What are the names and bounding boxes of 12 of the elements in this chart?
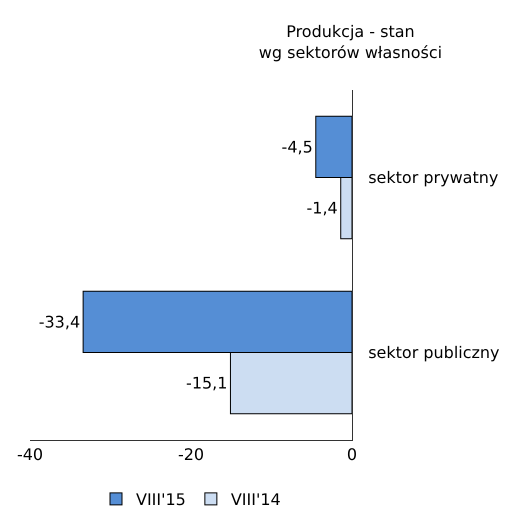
- legend-label: VIII'15: [136, 490, 186, 510]
- chart-title: Produkcja - stan wg sektorów własności: [258, 22, 442, 62]
- x-tick-label: -40: [16, 445, 44, 464]
- data-label: -15,1: [186, 374, 228, 393]
- data-label: -1,4: [306, 198, 338, 218]
- legend-label: VIII'14: [230, 490, 281, 510]
- x-tick-label: -20: [178, 445, 204, 464]
- data-label: -33,4: [38, 312, 80, 332]
- y-tick-label: sektor publiczny: [368, 343, 500, 362]
- data-label: -4,5: [282, 137, 313, 156]
- y-tick-label: sektor prywatny: [368, 168, 498, 188]
- x-tick-label: 0: [346, 445, 358, 464]
